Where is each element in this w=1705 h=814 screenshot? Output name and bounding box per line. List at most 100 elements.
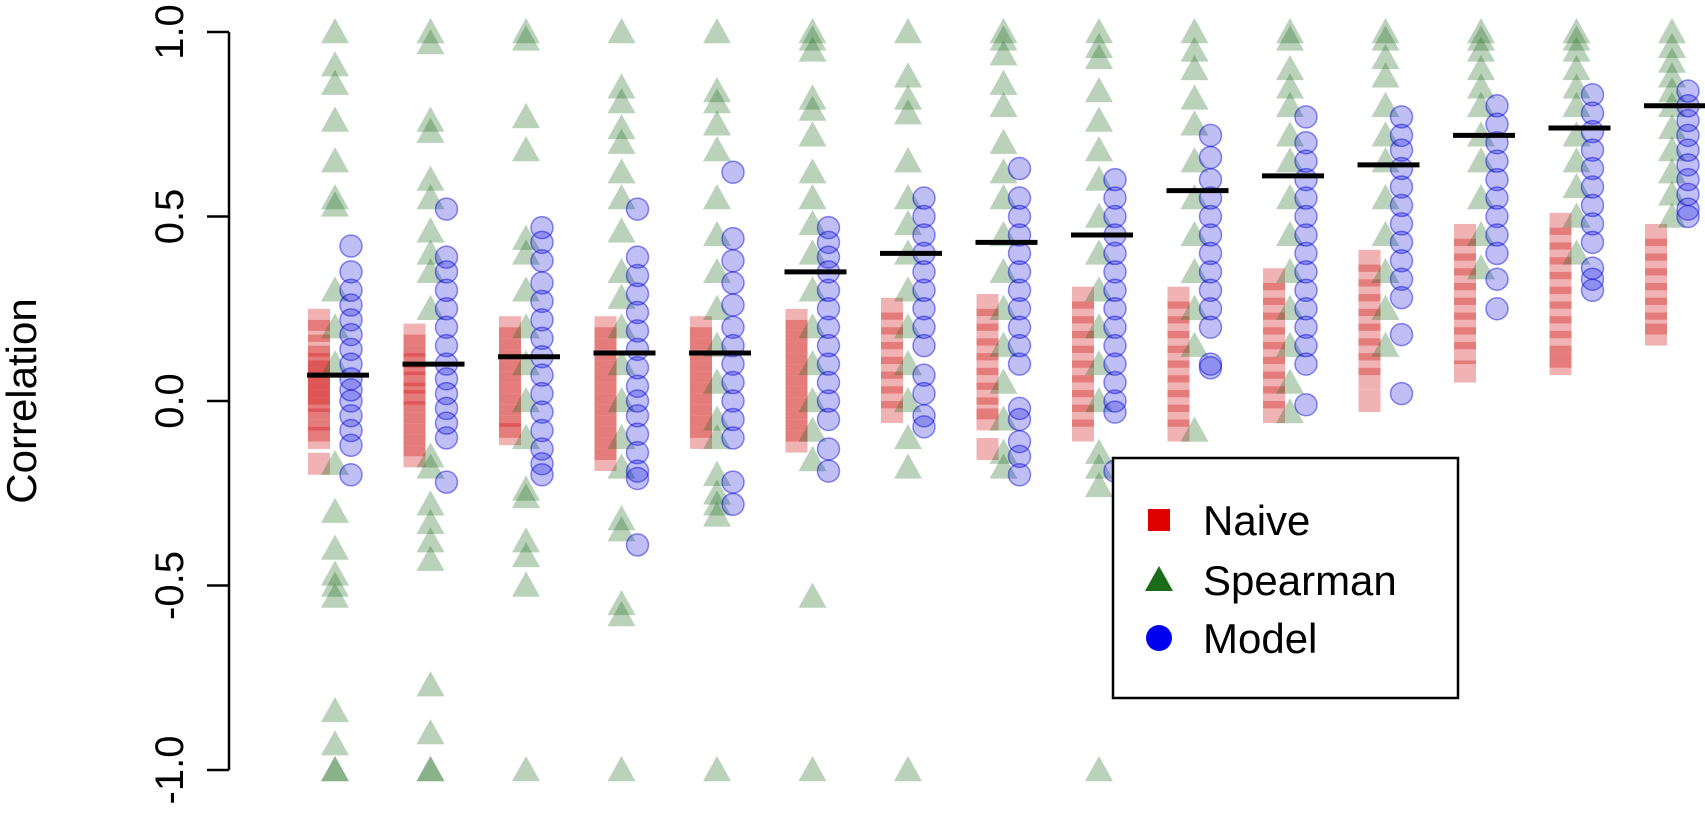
model-point [530,381,554,406]
spearman-point [894,18,922,44]
naive-point [1454,238,1476,261]
model-point [1485,241,1509,266]
model-point [1103,204,1127,229]
naive-point [499,371,521,394]
naive-point [1549,330,1572,353]
naive-point [1072,419,1094,442]
naive-point [1358,367,1381,390]
model-point [530,418,554,443]
model-point [1485,186,1509,210]
model-point [1389,193,1414,218]
naive-point [499,382,521,405]
naive-point [403,334,426,357]
model-point [1580,175,1605,199]
y-tick-label: -1.0 [148,736,192,805]
y-tick-label: 1.0 [148,4,192,60]
spearman-point [1371,294,1400,320]
naive-point [594,449,617,472]
spearman-point [894,99,922,125]
spearman-point [1085,77,1113,103]
model-point [912,297,936,321]
spearman-point [321,69,349,95]
spearman-point [1180,54,1209,81]
naive-point [499,360,521,383]
spearman-point [321,534,349,560]
model-point [1485,149,1509,173]
model-point [625,263,650,288]
spearman-point [1371,18,1400,44]
model-point [1294,130,1318,155]
model-point [339,337,363,362]
spearman-point [1658,32,1686,58]
model-point [1294,260,1318,284]
spearman-point [1467,25,1495,51]
model-point [721,470,745,494]
model-point [434,245,459,269]
naive-point [1454,312,1476,335]
model-point [530,463,554,487]
model-point [339,433,363,458]
spearman-point [703,77,731,103]
model-point [530,400,554,424]
spearman-point [703,294,731,320]
naive-point [976,294,999,317]
naive-point [1263,282,1285,305]
naive-point [499,423,521,446]
spearman-point [894,423,922,450]
model-point [1580,256,1605,280]
model-point [1676,153,1700,177]
naive-point [594,327,617,350]
naive-point [594,360,617,383]
spearman-point [1276,184,1304,210]
naive-point [308,345,330,368]
naive-point [1263,312,1285,335]
spearman-point [1371,62,1400,88]
spearman-point [416,508,445,534]
spearman-point [1085,18,1113,44]
spearman-point [416,453,445,479]
data-group [1263,18,1318,424]
model-point [912,278,936,303]
spearman-point [1085,43,1113,70]
data-points [308,18,1700,782]
naive-point [594,371,617,394]
model-point [1007,297,1032,321]
naive-point [1358,338,1381,361]
spearman-point [1562,121,1591,147]
model-point [721,426,745,450]
spearman-point [1658,136,1686,162]
spearman-point [989,368,1018,394]
naive-point [1549,316,1572,339]
naive-point [1167,330,1190,353]
naive-point [1072,316,1094,339]
naive-point [1645,312,1667,335]
data-group [881,18,936,782]
spearman-point [1180,84,1209,110]
data-group [785,18,841,782]
spearman-point [989,331,1018,357]
naive-point [403,364,426,387]
model-point [1007,260,1032,284]
naive-point [499,393,521,416]
spearman-point [989,69,1018,95]
y-axis-title: Correlation [0,298,45,503]
spearman-point [416,545,445,571]
naive-point [308,334,330,357]
naive-point [1645,238,1667,261]
model-point [816,278,841,303]
model-point [1294,297,1318,321]
spearman-point [512,756,540,782]
naive-point [1358,308,1381,331]
spearman-point [1180,110,1209,136]
model-point [1007,315,1032,339]
naive-point [976,397,999,420]
legend: Naive Spearman Model [1111,456,1460,700]
model-point [1294,105,1318,129]
naive-point [1167,286,1190,309]
naive-point [1454,327,1476,350]
naive-point [403,323,426,346]
model-point [721,389,745,413]
model-point [625,197,650,221]
model-point [1485,297,1509,321]
naive-point [690,382,712,405]
